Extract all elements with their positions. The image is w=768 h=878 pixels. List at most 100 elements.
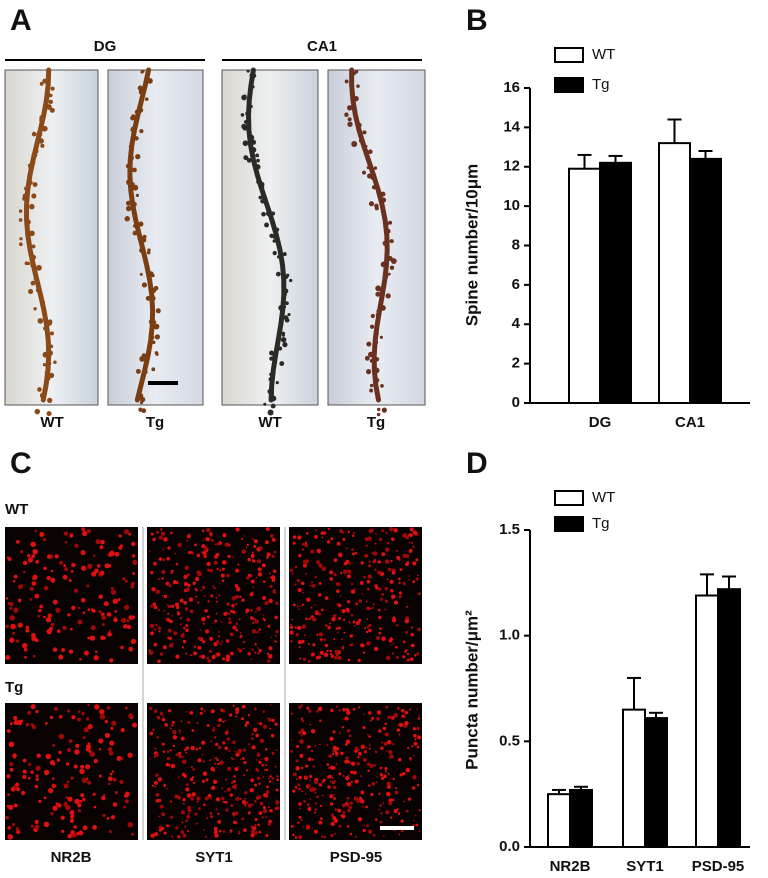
spine (366, 341, 372, 347)
puncta (99, 713, 106, 720)
puncta (390, 559, 393, 563)
puncta (256, 606, 261, 612)
spine (351, 140, 358, 147)
puncta (334, 656, 338, 660)
puncta (290, 825, 294, 828)
puncta (252, 537, 255, 541)
puncta (265, 527, 270, 531)
puncta (246, 576, 250, 580)
puncta (332, 614, 337, 618)
puncta (185, 783, 189, 787)
puncta (229, 831, 232, 834)
spine (43, 326, 48, 331)
puncta (366, 579, 371, 584)
spine (126, 179, 132, 186)
puncta (120, 727, 125, 733)
puncta (257, 823, 261, 827)
y-tick-label: 12 (503, 158, 520, 175)
spine (24, 219, 31, 225)
puncta (268, 646, 273, 651)
puncta (7, 826, 11, 830)
puncta (180, 736, 185, 741)
puncta (254, 651, 257, 654)
puncta (270, 636, 272, 639)
puncta (351, 553, 354, 555)
puncta (250, 553, 255, 558)
puncta (240, 717, 245, 721)
puncta (345, 559, 350, 565)
puncta (251, 745, 256, 750)
spine (389, 239, 394, 244)
puncta (314, 808, 317, 811)
micrograph (221, 69, 319, 406)
spine (366, 166, 370, 170)
puncta (228, 713, 233, 717)
puncta (273, 591, 277, 594)
puncta (327, 625, 331, 630)
puncta (341, 646, 345, 650)
panel-label: B (466, 4, 488, 37)
puncta (295, 633, 299, 637)
puncta (71, 605, 76, 611)
puncta (317, 655, 322, 659)
puncta (195, 595, 198, 598)
puncta (161, 570, 166, 575)
puncta (197, 601, 200, 604)
puncta (85, 764, 91, 770)
puncta (206, 527, 211, 533)
puncta (32, 574, 38, 580)
puncta (182, 639, 187, 644)
puncta (395, 787, 398, 790)
puncta (300, 704, 304, 707)
puncta (309, 584, 312, 587)
puncta (380, 746, 384, 751)
puncta (386, 750, 388, 752)
puncta (196, 796, 201, 801)
puncta (326, 649, 329, 653)
puncta (196, 800, 199, 803)
puncta (158, 630, 161, 633)
puncta (271, 718, 275, 722)
puncta (319, 650, 324, 655)
puncta (43, 566, 47, 571)
puncta (389, 715, 393, 719)
spine (28, 288, 34, 295)
puncta (162, 548, 165, 551)
spine (263, 402, 267, 406)
spine (48, 372, 55, 379)
error-bar (627, 676, 641, 710)
puncta (365, 600, 368, 603)
puncta (269, 809, 273, 813)
spine (153, 323, 160, 330)
puncta (234, 602, 238, 606)
puncta (299, 807, 302, 810)
puncta (27, 776, 31, 780)
puncta (188, 597, 194, 602)
spine (373, 166, 378, 170)
spine (380, 261, 387, 268)
puncta (170, 763, 176, 769)
puncta (163, 784, 167, 787)
puncta (335, 747, 340, 751)
spine (369, 388, 374, 393)
puncta (418, 714, 420, 717)
y-tick-label: 16 (503, 79, 520, 96)
puncta (385, 531, 388, 534)
puncta (372, 603, 375, 606)
puncta (234, 767, 239, 772)
puncta (269, 775, 272, 778)
puncta (294, 836, 298, 839)
puncta (371, 716, 375, 720)
puncta (209, 636, 213, 641)
puncta (385, 547, 390, 552)
puncta (344, 802, 348, 805)
puncta (35, 765, 41, 771)
puncta (180, 617, 182, 620)
puncta (182, 833, 187, 838)
puncta (345, 739, 351, 744)
puncta (329, 802, 334, 806)
y-tick-label: 8 (512, 236, 520, 253)
puncta (189, 777, 194, 782)
puncta (195, 822, 198, 825)
puncta (252, 586, 254, 588)
